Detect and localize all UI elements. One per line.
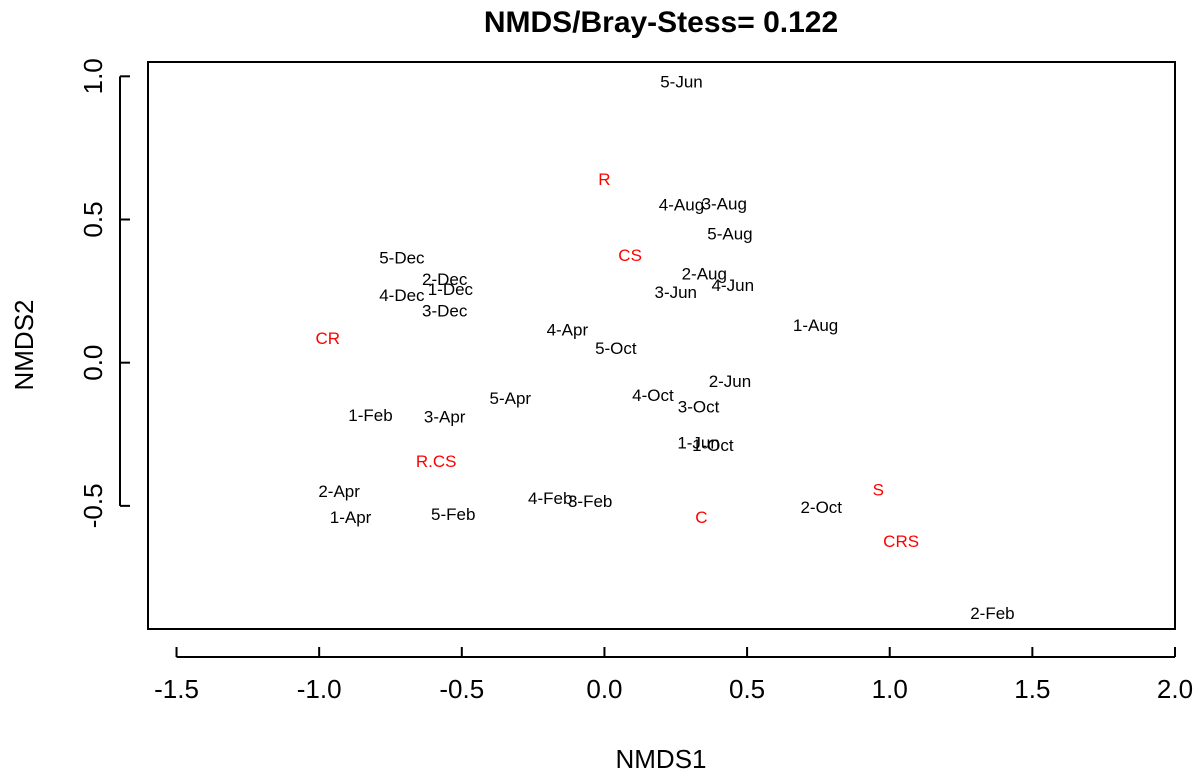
x-tick-label: 0.5 [729,674,765,704]
sample-label: 2-Dec [422,270,468,289]
x-tick-label: 1.0 [872,674,908,704]
sample-label: 3-Dec [422,302,468,321]
sample-label: 2-Oct [800,498,842,517]
sample-label: 4-Oct [632,386,674,405]
chart-title: NMDS/Bray-Stess= 0.122 [484,6,838,39]
x-tick-label: 1.5 [1014,674,1050,704]
sample-label: 2-Jun [709,372,752,391]
sample-label: 4-Aug [659,196,704,215]
sample-label: 2-Aug [682,264,727,283]
sample-label: 5-Feb [431,505,475,524]
sample-label: 1-Feb [348,406,392,425]
sample-label: 5-Oct [595,339,637,358]
sample-label: 5-Apr [490,389,532,408]
x-tick-label: -1.5 [154,674,199,704]
env-variable-label: CRS [883,532,919,551]
env-variable-label: R [598,170,610,189]
env-variable-label: R.CS [416,452,457,471]
sample-label: 3-Aug [702,194,747,213]
sample-label: 4-Jun [712,276,755,295]
x-axis: -1.5 -1.0 -0.5 0.0 0.5 1.0 1.5 2.0 [154,647,1193,704]
sample-label: 3-Oct [678,398,720,417]
y-axis-label: NMDS2 [9,299,39,390]
x-tick-label: 2.0 [1157,674,1193,704]
x-tick-label: 0.0 [586,674,622,704]
sample-label: 5-Dec [379,249,425,268]
x-tick-label: -0.5 [439,674,484,704]
sample-label: 2-Feb [970,604,1014,623]
y-tick-label: -0.5 [78,483,108,528]
y-axis: -0.5 0.0 0.5 1.0 [78,58,130,528]
env-variable-label: CR [315,329,340,348]
env-variable-label: C [695,508,707,527]
sample-label: 1-Oct [692,436,734,455]
y-tick-label: 0.5 [78,201,108,237]
sample-label: 2-Apr [318,482,360,501]
sample-label: 1-Jun [677,433,720,452]
y-tick-label: 1.0 [78,58,108,94]
env-variable-label: S [873,481,884,500]
sample-label: 4-Dec [379,286,425,305]
x-axis-label: NMDS1 [615,744,706,774]
sample-label: 1-Dec [428,280,474,299]
sample-label: 5-Aug [707,224,752,243]
sample-label: 4-Feb [528,489,572,508]
sample-label: 3-Apr [424,408,466,427]
sample-label: 3-Feb [568,492,612,511]
sample-label: 5-Jun [660,73,703,92]
sample-label: 4-Apr [547,320,589,339]
x-tick-label: -1.0 [297,674,342,704]
sample-label: 1-Aug [793,316,838,335]
sample-label: 1-Apr [330,508,372,527]
y-tick-label: 0.0 [78,345,108,381]
env-variable-label: CS [618,246,642,265]
plot-frame [147,61,1176,630]
sample-label: 3-Jun [654,283,697,302]
